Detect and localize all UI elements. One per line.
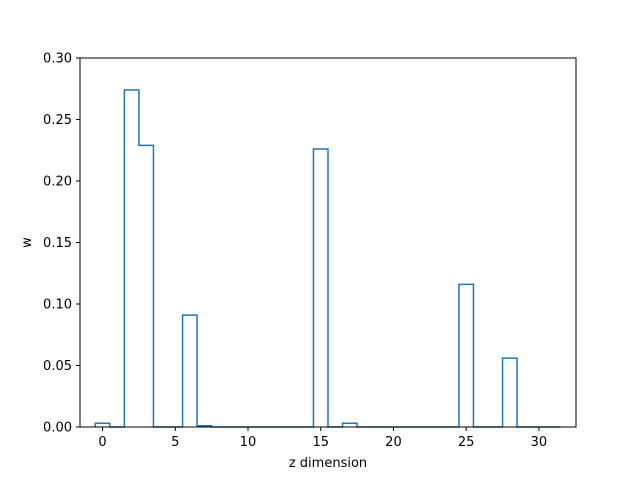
x-tick-label: 20 — [385, 435, 402, 450]
y-axis: 0.00 0.05 0.10 0.15 0.20 0.25 0.30 — [43, 52, 80, 436]
x-tick-label: 0 — [98, 435, 106, 450]
x-axis-label: z dimension — [289, 456, 367, 471]
y-tick-label: 0.15 — [43, 236, 72, 251]
x-tick-label: 30 — [531, 435, 548, 450]
x-tick-label: 10 — [240, 435, 257, 450]
x-tick-label: 15 — [312, 435, 329, 450]
y-tick-label: 0.20 — [43, 175, 72, 190]
y-tick-label: 0.10 — [43, 298, 72, 313]
y-axis-label: w — [20, 237, 35, 248]
x-tick-label: 5 — [171, 435, 179, 450]
y-tick-label: 0.05 — [43, 359, 72, 374]
y-tick-label: 0.00 — [43, 421, 72, 436]
x-axis: 0 5 10 15 20 25 30 — [98, 427, 547, 450]
y-tick-label: 0.25 — [43, 113, 72, 128]
x-tick-label: 25 — [458, 435, 475, 450]
y-tick-label: 0.30 — [43, 52, 72, 67]
